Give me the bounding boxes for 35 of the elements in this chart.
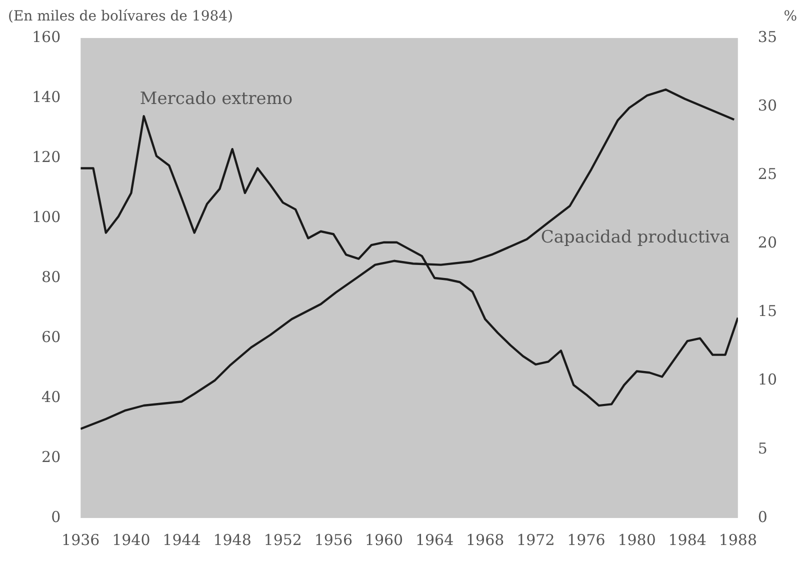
y-tick-label: 120 [32, 148, 61, 166]
x-tick-label: 1964 [415, 530, 454, 549]
x-tick-label: 1980 [618, 530, 656, 549]
x-tick-label: 1948 [213, 530, 252, 549]
x-tick-label: 1972 [516, 530, 555, 549]
y-tick-label: 0 [51, 508, 61, 526]
y-tick-label: 60 [42, 328, 61, 346]
y-tick-label: 80 [42, 268, 61, 286]
x-tick-label: 1944 [162, 530, 201, 549]
y2-tick-label: 20 [758, 234, 778, 252]
y2-tick-label: 25 [758, 165, 778, 184]
x-tick-label: 1968 [466, 530, 504, 549]
series-label: Mercado extremo [140, 89, 293, 110]
y2-tick-label: 5 [758, 439, 768, 458]
y2-tick-label: 15 [758, 302, 778, 320]
x-tick-label: 1960 [364, 530, 404, 549]
y-tick-label: 160 [32, 28, 61, 46]
y2-axis-title: % [784, 8, 797, 25]
y2-tick-label: 0 [758, 508, 768, 526]
y-tick-label: 100 [32, 208, 61, 226]
series-label: Capacidad productiva [540, 228, 730, 248]
x-tick-label: 1976 [567, 530, 606, 549]
y2-tick-label: 35 [758, 28, 778, 46]
y-tick-label: 20 [42, 448, 61, 466]
x-tick-label: 1984 [668, 530, 706, 549]
y2-tick-label: 10 [758, 370, 778, 389]
x-tick-label: 1988 [718, 530, 758, 549]
x-tick-label: 1940 [112, 530, 150, 549]
y-tick-label: 140 [32, 88, 61, 106]
x-tick-label: 1952 [264, 530, 302, 549]
x-tick-label: 1936 [62, 530, 100, 549]
x-tick-label: 1956 [314, 530, 353, 549]
y-axis-title: (En miles de bolívares de 1984) [8, 8, 233, 25]
y-tick-label: 40 [42, 388, 61, 406]
y2-tick-label: 30 [758, 96, 778, 114]
